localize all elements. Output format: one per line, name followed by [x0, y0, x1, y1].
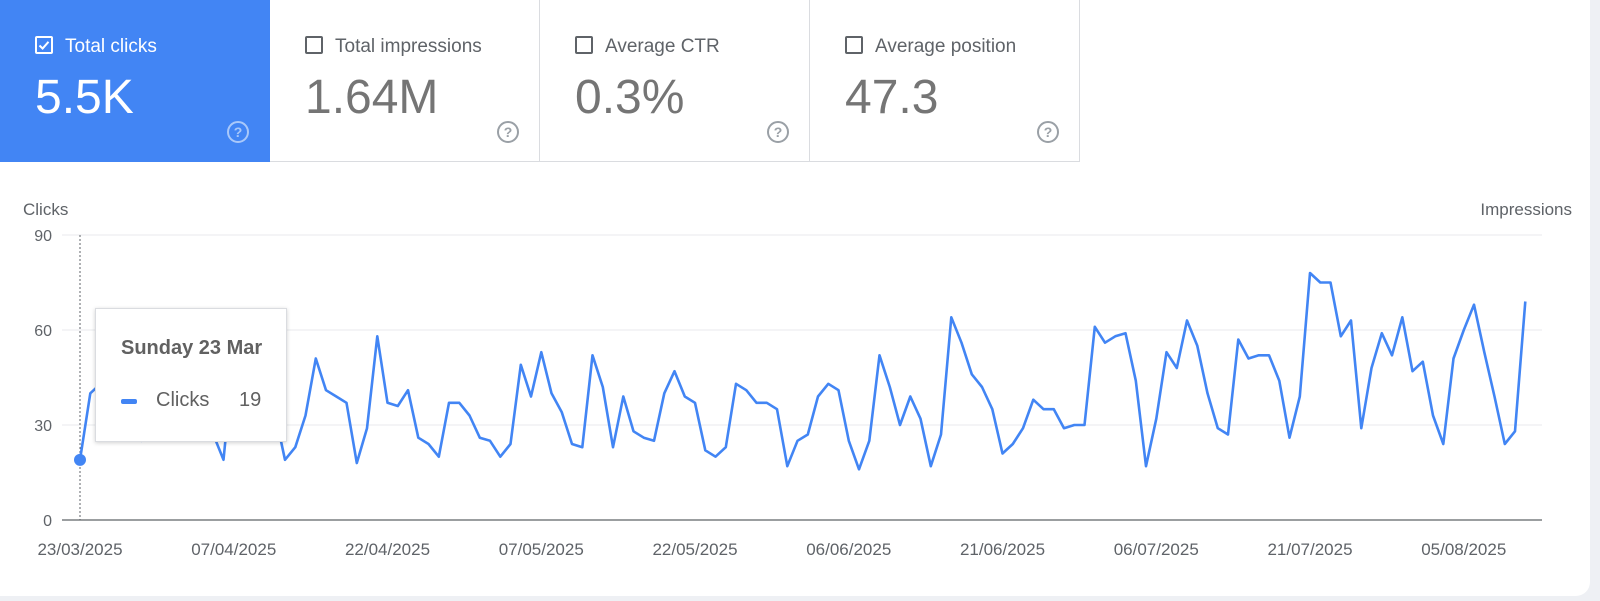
clicks-line-chart[interactable]: Clicks Impressions 0 30 60 90 23/03/2025 07/…: [0, 190, 1600, 580]
x-tick-label: 21/06/2025: [960, 540, 1045, 559]
tooltip-date: Sunday 23 Mar: [121, 337, 263, 359]
series-swatch-icon: [121, 399, 137, 404]
x-tick-label: 22/05/2025: [652, 540, 737, 559]
highlight-point[interactable]: [74, 453, 86, 466]
metric-card-total-clicks[interactable]: Total clicks 5.5K ?: [0, 0, 270, 162]
x-tick-label: 23/03/2025: [37, 540, 122, 559]
metric-value: 5.5K: [35, 71, 134, 124]
chart-tooltip: Sunday 23 Mar Clicks 19: [95, 308, 287, 442]
tooltip-value: 19: [239, 389, 262, 411]
checkbox-unchecked-icon[interactable]: [575, 36, 593, 54]
x-tick-label: 07/05/2025: [499, 540, 584, 559]
tooltip-series-name: Clicks: [156, 389, 210, 411]
checkbox-unchecked-icon[interactable]: [845, 36, 863, 54]
y-tick-label: 90: [34, 228, 52, 245]
y-axis-ticks: 0 30 60 90: [34, 228, 52, 530]
x-axis-ticks: 23/03/2025 07/04/2025 22/04/2025 07/05/2025…: [37, 540, 1506, 559]
metric-value: 47.3: [845, 71, 939, 124]
metric-label: Total impressions: [335, 36, 482, 57]
checkbox-checked-icon[interactable]: [35, 36, 53, 54]
x-tick-label: 06/06/2025: [806, 540, 891, 559]
y-tick-label: 60: [34, 323, 52, 340]
help-icon[interactable]: ?: [227, 121, 249, 143]
y-axis-title-left: Clicks: [23, 200, 68, 219]
x-tick-label: 07/04/2025: [191, 540, 276, 559]
series-line-clicks[interactable]: [78, 271, 1527, 471]
metric-label: Average position: [875, 36, 1017, 57]
help-icon[interactable]: ?: [497, 121, 519, 143]
help-icon[interactable]: ?: [1037, 121, 1059, 143]
x-tick-label: 05/08/2025: [1421, 540, 1506, 559]
metric-label: Total clicks: [65, 36, 157, 57]
metric-card-average-position[interactable]: Average position 47.3 ?: [810, 0, 1080, 162]
x-tick-label: 06/07/2025: [1114, 540, 1199, 559]
metric-value: 0.3%: [575, 71, 685, 124]
metric-card-average-ctr[interactable]: Average CTR 0.3% ?: [540, 0, 810, 162]
metric-cards: Total clicks 5.5K ? Total impressions 1.…: [0, 0, 1080, 163]
x-tick-label: 21/07/2025: [1267, 540, 1352, 559]
y-tick-label: 30: [34, 418, 52, 435]
gridlines: [62, 234, 1542, 521]
metric-label: Average CTR: [605, 36, 720, 57]
y-tick-label: 0: [43, 513, 52, 530]
y-axis-title-right: Impressions: [1480, 200, 1572, 219]
metric-value: 1.64M: [305, 71, 439, 124]
x-tick-label: 22/04/2025: [345, 540, 430, 559]
metric-card-total-impressions[interactable]: Total impressions 1.64M ?: [270, 0, 540, 162]
data-points: [79, 272, 1526, 470]
help-icon[interactable]: ?: [767, 121, 789, 143]
checkbox-unchecked-icon[interactable]: [305, 36, 323, 54]
